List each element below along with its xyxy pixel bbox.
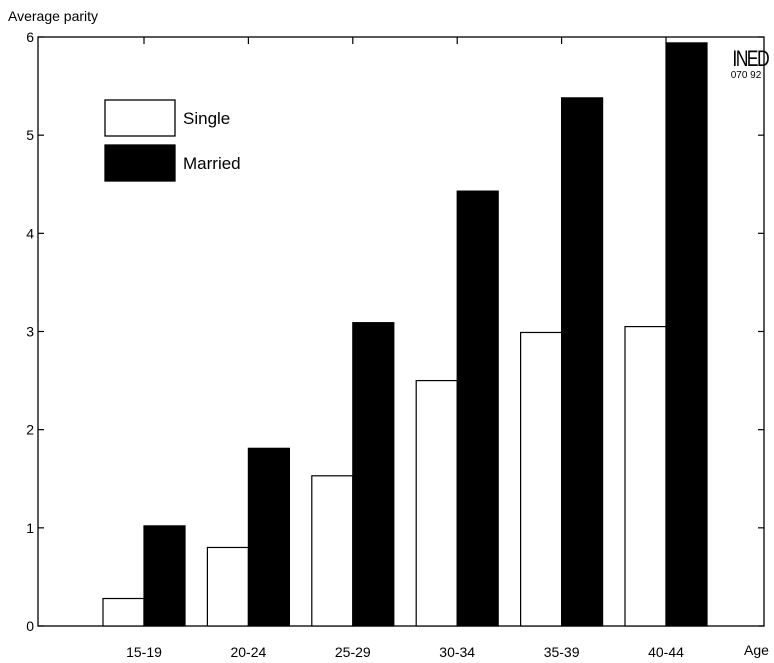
x-tick-label: 15-19 [126,644,162,660]
x-axis-label: Age [744,642,769,658]
bar-married [352,322,395,627]
bar-single [206,546,249,627]
bar-married [247,447,290,627]
x-tick-label: 40-44 [648,644,684,660]
bar-single [624,325,667,627]
legend-label-single: Single [183,109,230,128]
y-tick-label: 1 [26,520,34,536]
bar-single [102,597,145,627]
bar-married [143,525,186,627]
bar-married [456,190,499,627]
bar-married [665,42,708,627]
y-axis-label: Average parity [8,8,99,24]
y-tick-label: 2 [26,422,34,438]
legend-swatch-married [104,144,176,182]
y-tick-label: 5 [26,127,34,143]
logo-text: INED [732,46,769,71]
x-tick-label: 25-29 [335,644,371,660]
bar-single [311,475,354,627]
y-tick-label: 0 [26,618,34,634]
logo-code: 070 92 [730,70,762,81]
x-tick-label: 35-39 [544,644,580,660]
bar-single [415,379,458,627]
legend-label-married: Married [183,154,241,173]
y-tick-label: 4 [26,225,34,241]
bar-single [519,331,563,627]
x-tick-label: 20-24 [230,644,266,660]
bar-married [560,97,604,627]
ined-logo: INED 070 92 [729,46,770,82]
legend-swatch-single [104,99,176,137]
x-tick-label: 30-34 [439,644,475,660]
y-tick-label: 6 [26,29,34,45]
y-tick-label: 3 [26,324,34,340]
